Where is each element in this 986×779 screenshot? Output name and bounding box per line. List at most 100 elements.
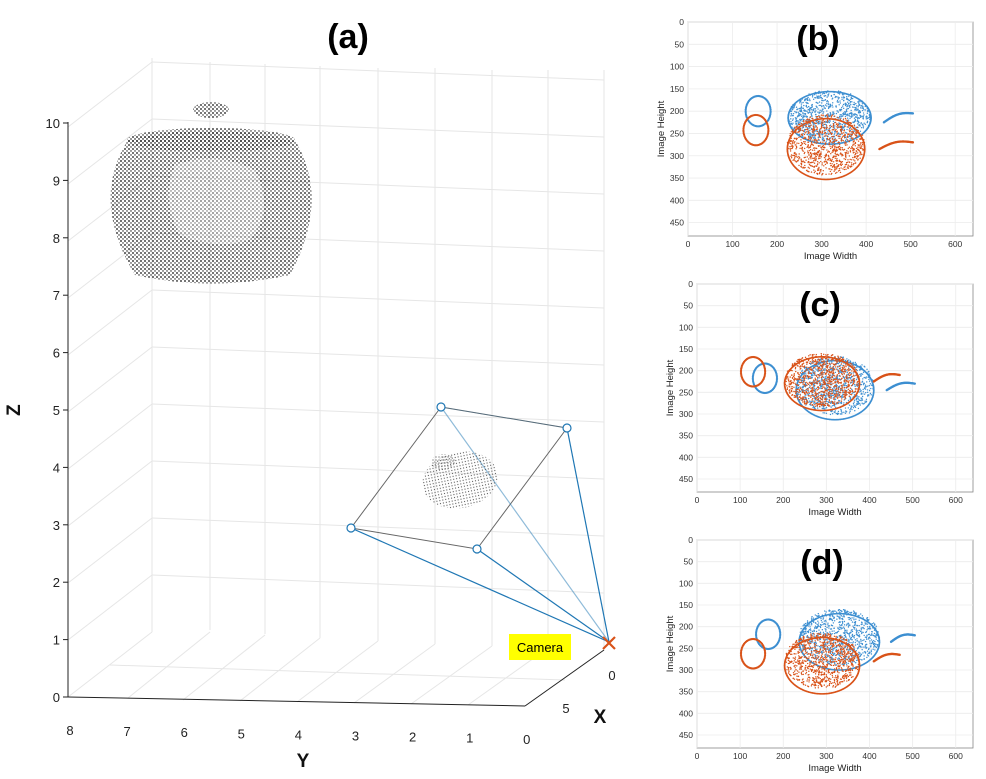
point	[832, 126, 834, 129]
point	[838, 137, 840, 140]
point	[824, 127, 826, 130]
point	[814, 402, 816, 405]
point	[803, 392, 806, 394]
point	[834, 129, 837, 132]
point	[796, 360, 798, 363]
point	[856, 116, 858, 118]
point	[790, 154, 793, 156]
point	[819, 384, 821, 386]
point	[846, 113, 849, 116]
point	[845, 364, 847, 366]
point	[814, 392, 816, 395]
point	[838, 394, 841, 396]
point	[848, 380, 850, 382]
point	[850, 405, 853, 407]
point	[821, 120, 823, 122]
point	[831, 114, 834, 116]
point	[811, 386, 813, 389]
z-tick-label: 3	[53, 518, 60, 533]
point	[801, 378, 803, 380]
point	[799, 147, 801, 150]
point	[824, 400, 826, 403]
point	[804, 394, 806, 396]
point	[840, 356, 842, 359]
point	[790, 381, 793, 384]
point	[844, 151, 846, 154]
point	[852, 113, 855, 115]
point	[810, 153, 813, 155]
point	[857, 116, 859, 119]
point	[818, 101, 821, 103]
point	[798, 158, 800, 160]
point	[859, 143, 861, 146]
point	[853, 401, 855, 403]
point	[806, 128, 809, 131]
point	[827, 133, 830, 135]
point	[769, 108, 772, 111]
point	[833, 115, 836, 117]
point	[835, 393, 838, 395]
point	[856, 135, 858, 138]
point	[866, 117, 869, 120]
point	[870, 384, 873, 386]
point	[846, 166, 849, 168]
point	[827, 359, 829, 361]
point	[819, 116, 821, 118]
point	[793, 154, 796, 157]
point	[811, 96, 814, 98]
point	[791, 119, 794, 121]
point	[804, 141, 806, 143]
point	[751, 378, 755, 381]
point	[829, 367, 831, 369]
point	[813, 353, 815, 356]
point	[861, 107, 863, 109]
point	[827, 382, 829, 385]
point	[799, 121, 801, 123]
point	[846, 95, 848, 98]
point	[839, 389, 842, 392]
point	[815, 368, 817, 370]
point	[827, 151, 829, 153]
point	[789, 381, 792, 383]
point	[829, 391, 831, 393]
point	[852, 137, 854, 139]
point	[825, 412, 828, 415]
point	[793, 362, 796, 365]
point	[819, 131, 822, 133]
point	[798, 377, 800, 380]
point	[815, 101, 817, 104]
point	[845, 380, 847, 382]
point	[842, 154, 844, 157]
point	[807, 145, 809, 148]
point	[842, 105, 844, 107]
point	[812, 360, 815, 362]
point	[804, 374, 806, 377]
point	[808, 401, 810, 403]
point	[849, 393, 852, 396]
point	[811, 400, 813, 403]
point	[861, 153, 863, 156]
y-tick-label: 1	[466, 731, 473, 746]
point	[822, 122, 824, 124]
point	[826, 354, 828, 357]
point	[786, 387, 789, 389]
point	[839, 133, 841, 136]
point	[841, 163, 843, 165]
point	[844, 412, 847, 414]
point	[851, 134, 853, 136]
point	[841, 136, 843, 138]
y-tick-label: 4	[295, 727, 302, 742]
point	[810, 396, 812, 399]
point	[818, 155, 821, 157]
point	[801, 133, 803, 135]
point	[796, 365, 798, 367]
point	[818, 157, 820, 160]
point	[830, 159, 833, 162]
point	[816, 365, 818, 368]
point	[813, 122, 815, 124]
point	[829, 401, 831, 403]
point	[842, 389, 844, 392]
point	[810, 387, 812, 390]
point	[826, 114, 829, 116]
point	[806, 123, 809, 125]
